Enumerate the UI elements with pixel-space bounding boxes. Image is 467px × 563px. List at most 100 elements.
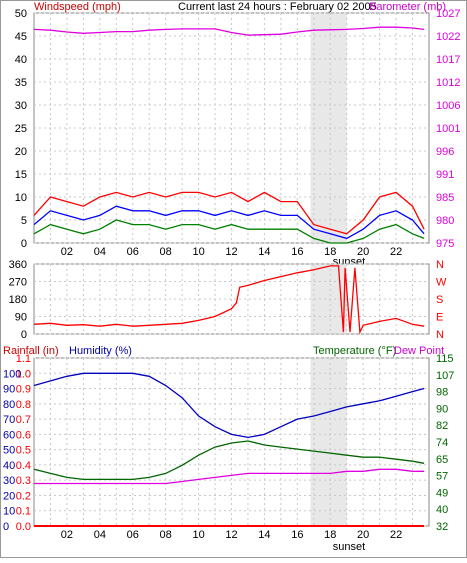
series-line-dew-point xyxy=(34,468,425,485)
temperature-tick-label: 107 xyxy=(436,370,454,382)
humidity-tick-label: 70 xyxy=(3,414,15,426)
rain-tick-label: 0.4 xyxy=(16,460,31,472)
x-tick-label: 08 xyxy=(160,529,172,541)
x-tick-label: 06 xyxy=(127,529,139,541)
rain-tick-label: 0.5 xyxy=(16,445,31,457)
sunset-label: sunset xyxy=(333,541,365,553)
humidity-tick-label: 100 xyxy=(3,368,21,380)
y-tick-label: 40 xyxy=(15,54,27,66)
humidity-tick-label: 80 xyxy=(3,399,15,411)
y2-tick-label: 1006 xyxy=(436,100,460,112)
humidity-tick-label: 50 xyxy=(3,445,15,457)
x-tick-label: 08 xyxy=(160,246,172,258)
barometer-axis-title: Barometer (mb) xyxy=(369,1,446,13)
y-tick-label: 270 xyxy=(9,277,27,289)
humidity-tick-label: 20 xyxy=(3,490,15,502)
humidity-tick-label: 0 xyxy=(3,521,9,533)
y-tick-label: 35 xyxy=(15,77,27,89)
y2-tick-label: 1017 xyxy=(436,54,460,66)
temperature-tick-label: 40 xyxy=(436,504,448,516)
x-tick-label: 10 xyxy=(192,529,204,541)
x-tick-label: 02 xyxy=(61,246,73,258)
y-tick-label: 15 xyxy=(15,169,27,181)
rain-tick-label: 0.1 xyxy=(16,506,31,518)
compass-tick-label: E xyxy=(436,312,443,324)
series-line-average xyxy=(33,205,425,240)
x-tick-label: 04 xyxy=(94,529,106,541)
y-tick-label: 180 xyxy=(9,294,27,306)
temperature-tick-label: 98 xyxy=(436,387,448,399)
humidity-tick-label: 30 xyxy=(3,475,15,487)
rain-tick-label: 0.7 xyxy=(16,414,31,426)
y-tick-label: 0 xyxy=(21,238,27,250)
y-tick-label: 10 xyxy=(15,192,27,204)
y-tick-label: 45 xyxy=(15,31,27,43)
y2-tick-label: 996 xyxy=(436,146,454,158)
temperature-tick-label: 90 xyxy=(436,403,448,415)
rainfall-axis-title: Rainfall (in) xyxy=(3,345,59,357)
temperature-tick-label: 49 xyxy=(436,487,448,499)
wind-axis-title: Windspeed (mph) xyxy=(34,1,121,13)
x-tick-label: 22 xyxy=(390,246,402,258)
x-tick-label: 14 xyxy=(258,246,270,258)
y-tick-label: 25 xyxy=(15,123,27,135)
y2-tick-label: 991 xyxy=(436,169,454,181)
rain-tick-label: 0.9 xyxy=(16,384,31,396)
x-tick-label: 20 xyxy=(357,246,369,258)
temperature-axis-title: Temperature (°F) xyxy=(313,345,396,357)
series-line-temperature xyxy=(33,440,425,481)
y2-tick-label: 1022 xyxy=(436,31,460,43)
y-tick-label: 360 xyxy=(9,259,27,271)
compass-tick-label: N xyxy=(436,329,444,341)
rain-tick-label: 1.0 xyxy=(16,368,31,380)
humidity-tick-label: 40 xyxy=(3,460,15,472)
x-tick-label: 14 xyxy=(258,529,270,541)
series-line-low xyxy=(33,219,425,244)
series-line-humidity xyxy=(33,372,425,439)
y-tick-label: 50 xyxy=(15,8,27,20)
rain-tick-label: 0.6 xyxy=(16,429,31,441)
y-tick-label: 30 xyxy=(15,100,27,112)
temperature-tick-label: 32 xyxy=(436,521,448,533)
humidity-axis-title: Humidity (%) xyxy=(69,345,132,357)
rain-tick-label: 0.2 xyxy=(16,490,31,502)
series-line-direction xyxy=(33,265,425,335)
x-tick-label: 22 xyxy=(390,529,402,541)
y-tick-label: 0 xyxy=(21,329,27,341)
compass-tick-label: W xyxy=(436,277,447,289)
y-tick-label: 90 xyxy=(15,312,27,324)
x-tick-label: 10 xyxy=(192,246,204,258)
x-tick-label: 04 xyxy=(94,246,106,258)
compass-tick-label: N xyxy=(436,259,444,271)
x-tick-label: 18 xyxy=(324,529,336,541)
humidity-tick-label: 90 xyxy=(3,384,15,396)
compass-tick-label: S xyxy=(436,294,443,306)
x-tick-label: 16 xyxy=(291,246,303,258)
y2-tick-label: 1012 xyxy=(436,77,460,89)
x-tick-label: 20 xyxy=(357,529,369,541)
x-tick-label: 06 xyxy=(127,246,139,258)
y-tick-label: 20 xyxy=(15,146,27,158)
y2-tick-label: 985 xyxy=(436,192,454,204)
temperature-tick-label: 115 xyxy=(436,353,454,365)
x-tick-label: 16 xyxy=(291,529,303,541)
humidity-tick-label: 10 xyxy=(3,506,15,518)
sunset-band xyxy=(310,359,347,526)
rain-tick-label: 0.3 xyxy=(16,475,31,487)
temperature-tick-label: 57 xyxy=(436,471,448,483)
y-tick-label: 5 xyxy=(21,215,27,227)
y2-tick-label: 1001 xyxy=(436,123,460,135)
rain-tick-label: 0.8 xyxy=(16,399,31,411)
temperature-tick-label: 74 xyxy=(436,437,448,449)
y2-tick-label: 1027 xyxy=(436,8,460,20)
rain-tick-label: 0.0 xyxy=(16,521,31,533)
series-line-gust xyxy=(33,191,425,235)
rain-tick-label: 1.1 xyxy=(16,353,31,365)
x-tick-label: 12 xyxy=(225,246,237,258)
temperature-tick-label: 65 xyxy=(436,454,448,466)
chart-title: Current last 24 hours : February 02 2005 xyxy=(178,1,377,13)
x-tick-label: 18 xyxy=(324,246,336,258)
dewpoint-axis-title: Dew Point xyxy=(394,345,444,357)
